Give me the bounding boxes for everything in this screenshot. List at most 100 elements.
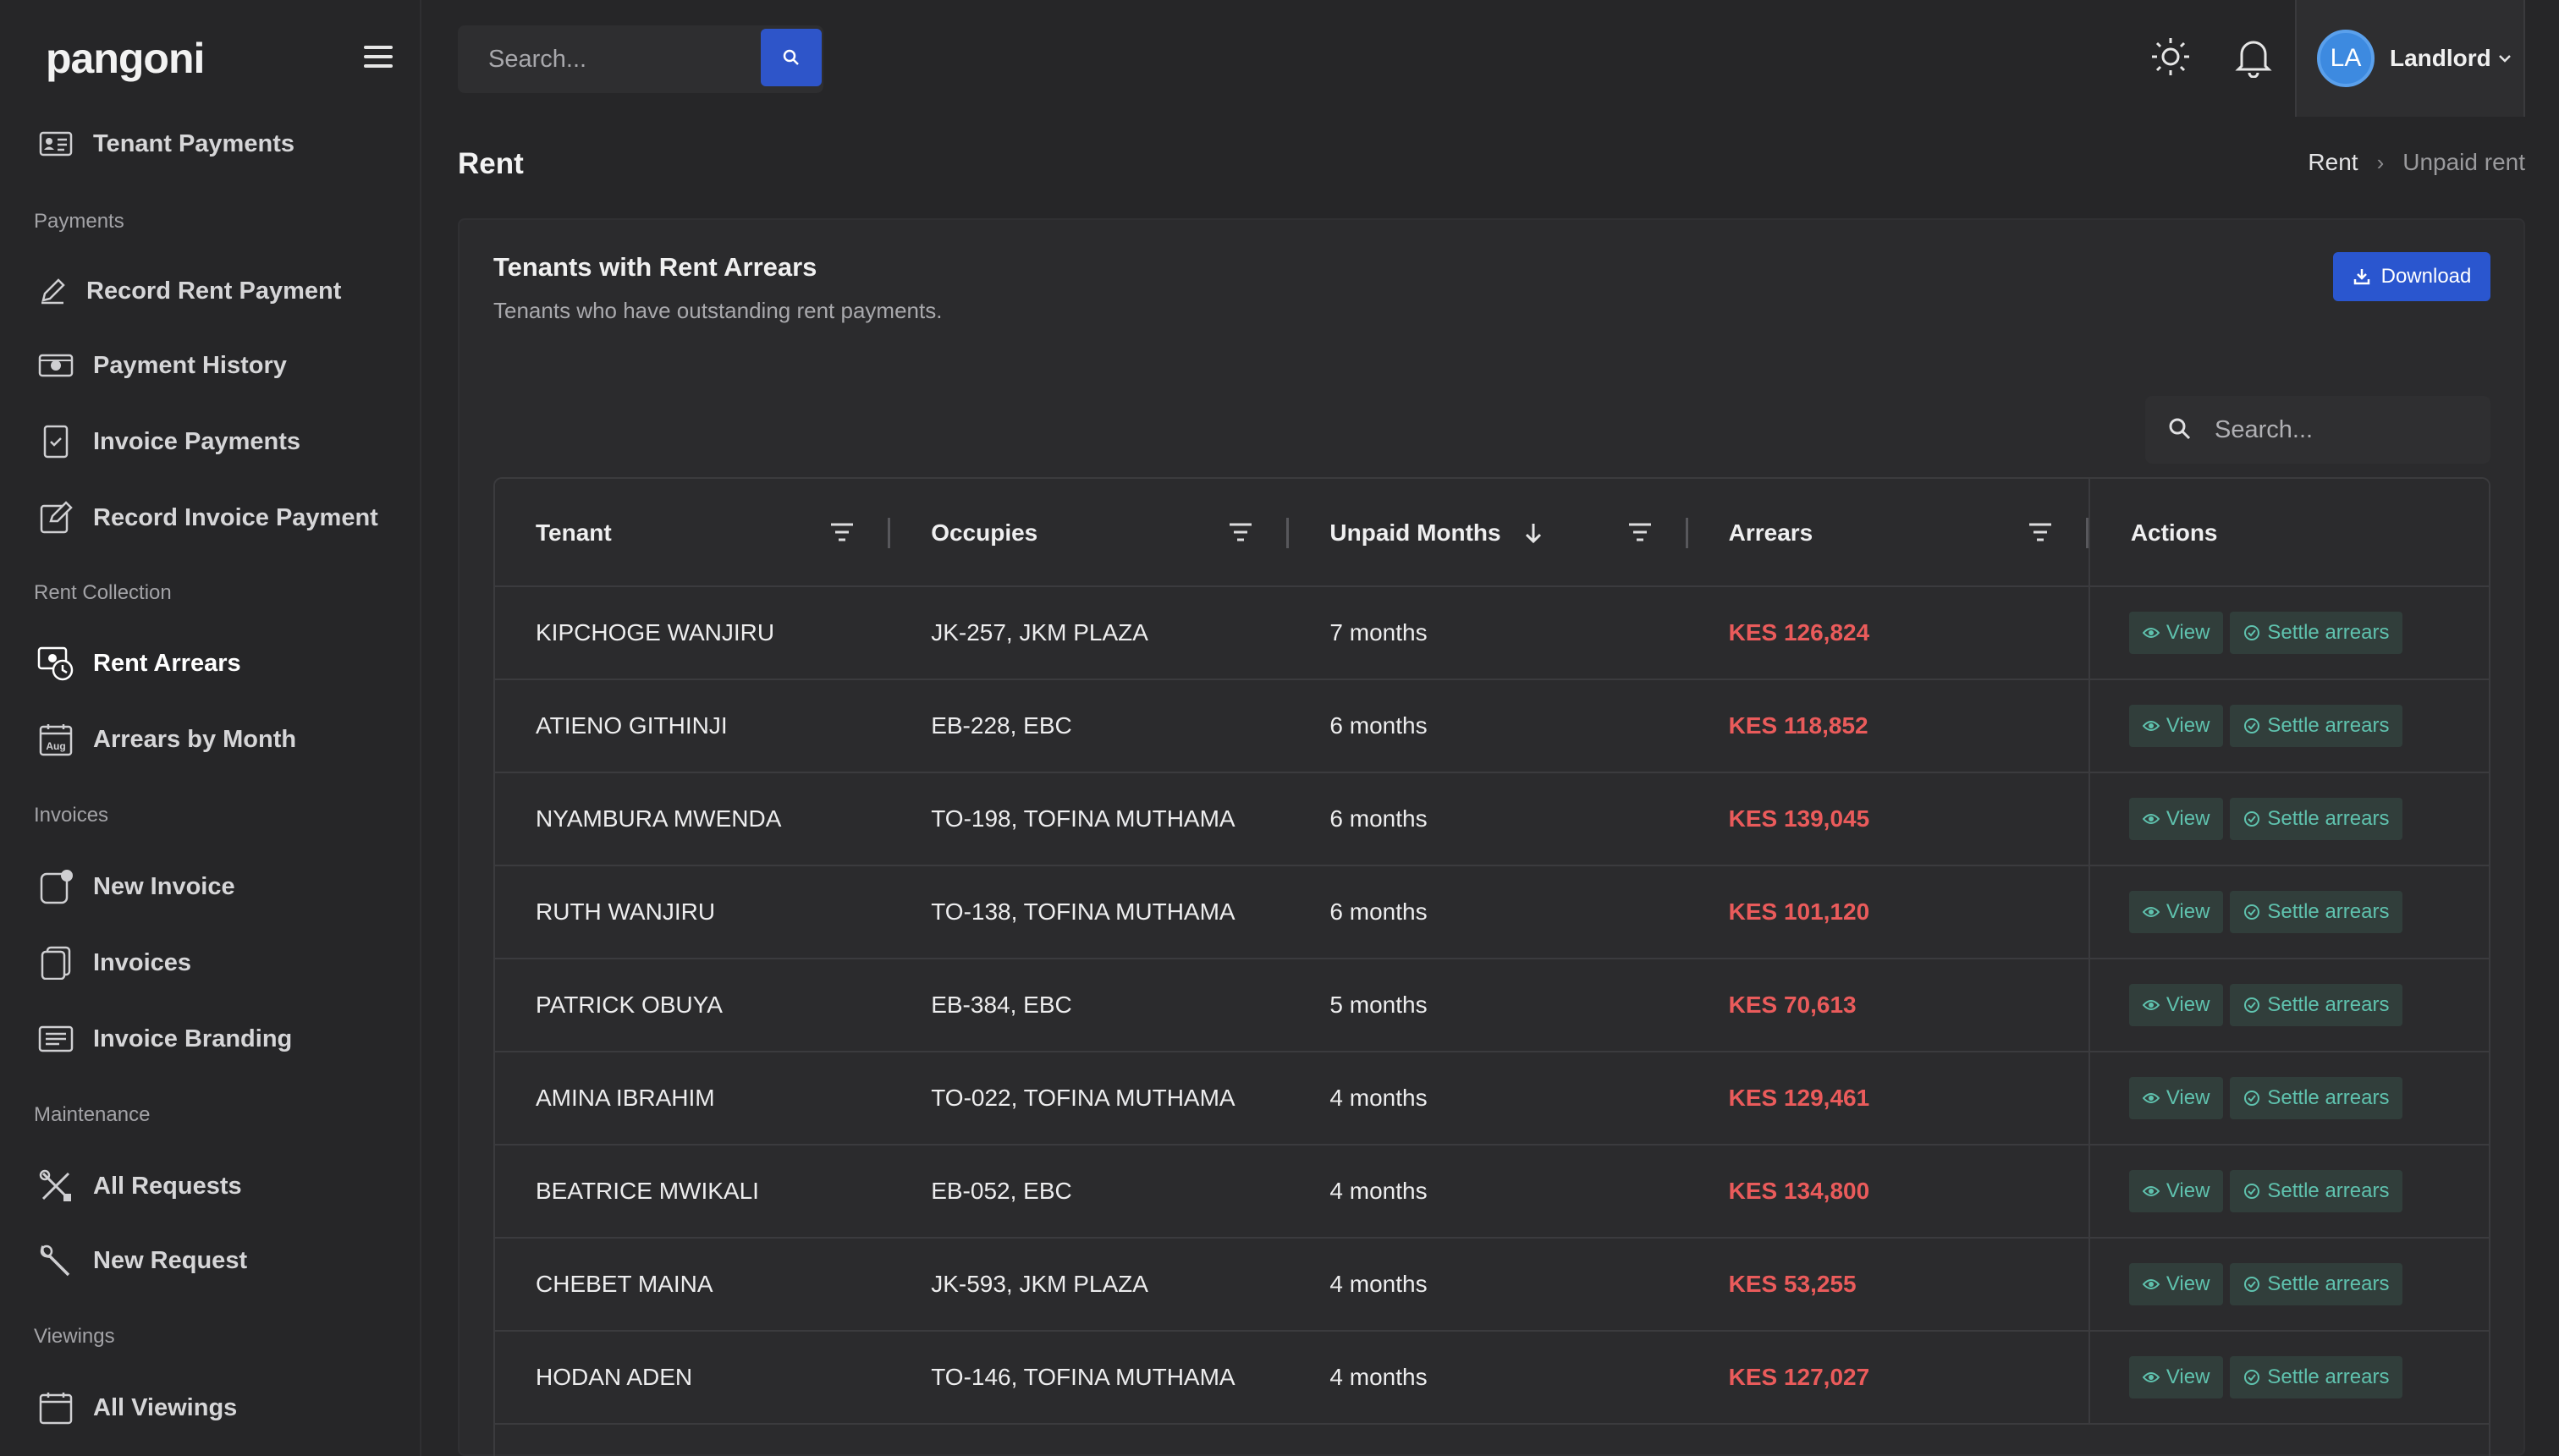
settle-arrears-button[interactable]: Settle arrears xyxy=(2230,612,2403,654)
sidebar-item-invoice-payments[interactable]: Invoice Payments xyxy=(37,416,300,467)
column-divider[interactable] xyxy=(1286,518,1290,548)
settle-label: Settle arrears xyxy=(2267,900,2390,923)
sidebar-item-label: Invoices xyxy=(93,948,192,976)
table-search xyxy=(2145,396,2490,464)
view-button[interactable]: View xyxy=(2128,891,2224,933)
column-header-arrears[interactable]: Arrears xyxy=(1688,479,2088,587)
download-button[interactable]: Download xyxy=(2333,252,2490,301)
cell-unpaid-months: 7 months xyxy=(1329,619,1428,646)
sidebar-item-arrears-by-month[interactable]: Aug Arrears by Month xyxy=(37,714,296,765)
view-button[interactable]: View xyxy=(2128,984,2224,1026)
user-name: Landlord xyxy=(2390,45,2491,71)
sidebar-item-invoice-branding[interactable]: Invoice Branding xyxy=(37,1014,292,1064)
settle-arrears-button[interactable]: Settle arrears xyxy=(2230,1077,2403,1119)
cell-tenant: CHEBET MAINA xyxy=(536,1271,713,1297)
sidebar-item-invoices[interactable]: Invoices xyxy=(37,937,191,988)
sidebar-item-label: Tenant Payments xyxy=(93,129,294,157)
column-label: Arrears xyxy=(1728,519,1813,546)
cell-unpaid-months: 4 months xyxy=(1329,1085,1428,1111)
sort-arrow-down-icon[interactable] xyxy=(1523,521,1544,545)
filter-icon[interactable] xyxy=(2028,521,2053,543)
settle-arrears-button[interactable]: Settle arrears xyxy=(2230,1356,2403,1398)
cell-actions: View Settle arrears xyxy=(2088,1146,2489,1237)
view-button[interactable]: View xyxy=(2128,1356,2224,1398)
cell-occupies: EB-384, EBC xyxy=(931,992,1072,1018)
table-search-input[interactable] xyxy=(2145,396,2490,464)
menu-toggle-icon[interactable] xyxy=(364,46,393,71)
settle-label: Settle arrears xyxy=(2267,714,2390,737)
settle-arrears-button[interactable]: Settle arrears xyxy=(2230,798,2403,840)
sidebar-item-record-invoice-payment[interactable]: Record Invoice Payment xyxy=(37,492,378,543)
user-menu[interactable]: LA Landlord xyxy=(2295,0,2525,117)
sidebar-item-record-rent-payment[interactable]: Record Rent Payment xyxy=(37,266,341,316)
column-header-unpaid-months[interactable]: Unpaid Months xyxy=(1289,479,1688,587)
table-row: AMINA IBRAHIM TO-022, TOFINA MUTHAMA 4 m… xyxy=(495,1052,2489,1146)
sidebar-item-tenant-payments[interactable]: Tenant Payments xyxy=(37,118,294,169)
cell-occupies: TO-198, TOFINA MUTHAMA xyxy=(931,805,1235,832)
sidebar: pangoni Tenant Payments Payments Record … xyxy=(0,0,421,1456)
settle-arrears-button[interactable]: Settle arrears xyxy=(2230,1263,2403,1305)
filter-icon[interactable] xyxy=(829,521,855,543)
global-search-input[interactable] xyxy=(458,25,761,93)
settle-label: Settle arrears xyxy=(2267,1086,2390,1109)
view-button[interactable]: View xyxy=(2128,798,2224,840)
cell-tenant: ATIENO GITHINJI xyxy=(536,712,728,739)
section-heading-invoices: Invoices xyxy=(34,804,109,827)
check-circle-icon xyxy=(2244,811,2260,827)
arrears-table: Tenant Occupies Unpaid Months Arrears xyxy=(493,477,2490,1456)
cell-tenant: KIPCHOGE WANJIRU xyxy=(536,619,775,646)
column-divider[interactable] xyxy=(2085,518,2088,548)
theme-toggle-sun-icon[interactable] xyxy=(2148,34,2193,80)
view-button[interactable]: View xyxy=(2128,1077,2224,1119)
cell-unpaid-months: 5 months xyxy=(1329,992,1428,1018)
sidebar-item-new-invoice[interactable]: New Invoice xyxy=(37,861,235,912)
column-header-occupies[interactable]: Occupies xyxy=(890,479,1290,587)
sidebar-item-label: Rent Arrears xyxy=(93,649,241,677)
check-circle-icon xyxy=(2244,1277,2260,1292)
cell-tenant: BEATRICE MWIKALI xyxy=(536,1178,759,1204)
view-label: View xyxy=(2166,993,2210,1016)
settle-label: Settle arrears xyxy=(2267,621,2390,644)
notifications-bell-icon[interactable] xyxy=(2231,34,2276,80)
settle-arrears-button[interactable]: Settle arrears xyxy=(2230,984,2403,1026)
settle-arrears-button[interactable]: Settle arrears xyxy=(2230,891,2403,933)
filter-icon[interactable] xyxy=(1228,521,1253,543)
view-button[interactable]: View xyxy=(2128,1263,2224,1305)
settle-arrears-button[interactable]: Settle arrears xyxy=(2230,705,2403,747)
sidebar-item-label: New Invoice xyxy=(93,872,235,900)
table-header: Tenant Occupies Unpaid Months Arrears xyxy=(495,479,2489,587)
eye-icon xyxy=(2142,1000,2160,1010)
sidebar-item-new-request[interactable]: New Request xyxy=(37,1235,247,1286)
column-header-actions: Actions xyxy=(2088,479,2489,587)
sidebar-item-payment-history[interactable]: Payment History xyxy=(37,340,287,391)
cell-actions: View Settle arrears xyxy=(2088,1052,2489,1144)
column-header-tenant[interactable]: Tenant xyxy=(495,479,891,587)
section-heading-rent-collection: Rent Collection xyxy=(34,581,172,604)
sidebar-item-all-requests[interactable]: All Requests xyxy=(37,1161,242,1212)
cell-actions: View Settle arrears xyxy=(2088,587,2489,679)
breadcrumb-link-rent[interactable]: Rent xyxy=(2308,149,2358,175)
filter-icon[interactable] xyxy=(1627,521,1653,543)
view-label: View xyxy=(2166,1086,2210,1109)
view-button[interactable]: View xyxy=(2128,612,2224,654)
cell-actions: View Settle arrears xyxy=(2088,1332,2489,1423)
view-button[interactable]: View xyxy=(2128,1170,2224,1212)
column-label: Unpaid Months xyxy=(1329,519,1501,546)
view-button[interactable]: View xyxy=(2128,705,2224,747)
view-label: View xyxy=(2166,621,2210,644)
cell-occupies: JK-257, JKM PLAZA xyxy=(931,619,1148,646)
eye-icon xyxy=(2142,1093,2160,1103)
avatar: LA xyxy=(2317,30,2375,87)
column-divider[interactable] xyxy=(1685,518,1688,548)
global-search xyxy=(458,25,823,93)
column-label: Occupies xyxy=(931,519,1038,546)
column-divider[interactable] xyxy=(888,518,891,548)
sidebar-item-all-viewings[interactable]: All Viewings xyxy=(37,1382,237,1433)
table-row: PATRICK OBUYA EB-384, EBC 5 months KES 7… xyxy=(495,959,2489,1052)
settle-arrears-button[interactable]: Settle arrears xyxy=(2230,1170,2403,1212)
sidebar-item-rent-arrears[interactable]: Rent Arrears xyxy=(37,638,241,689)
cell-occupies: TO-138, TOFINA MUTHAMA xyxy=(931,898,1235,925)
search-icon xyxy=(2169,418,2191,440)
global-search-button[interactable] xyxy=(761,29,822,86)
eye-icon xyxy=(2142,1372,2160,1382)
